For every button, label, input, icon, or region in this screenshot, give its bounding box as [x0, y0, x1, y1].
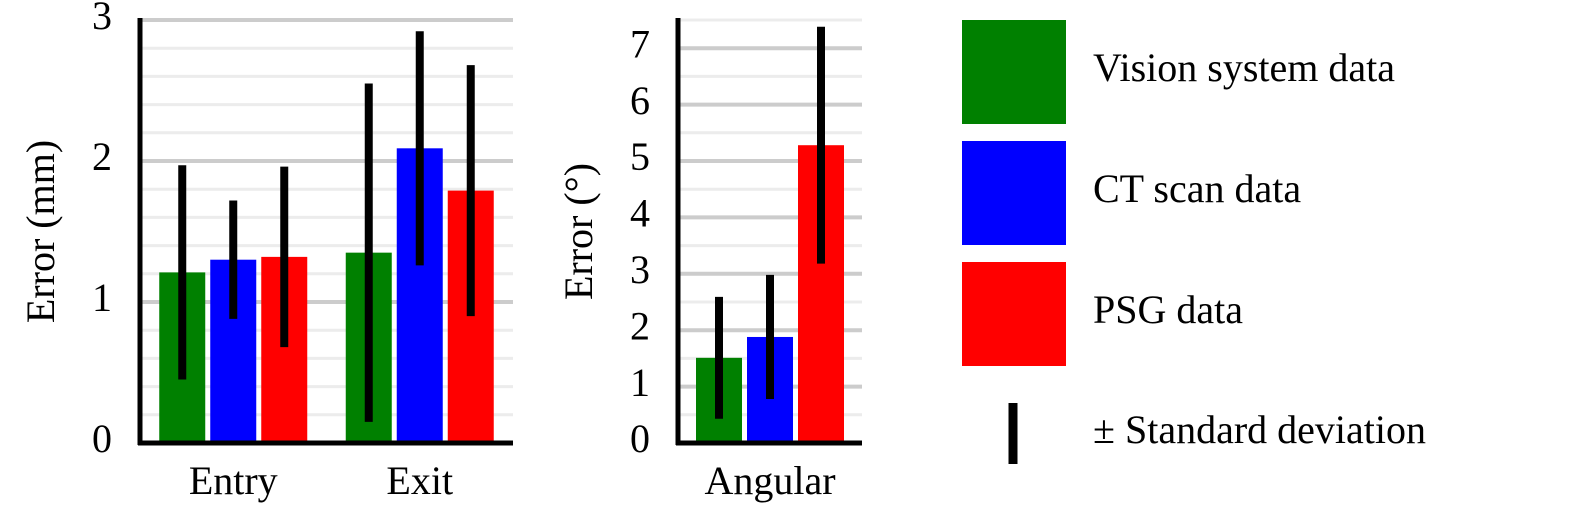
legend-label: Vision system data [1093, 45, 1395, 90]
legend-label: CT scan data [1093, 166, 1301, 211]
y-tick-label: 0 [630, 416, 650, 461]
y-tick-label: 7 [630, 21, 650, 66]
y-axis-label: Error (°) [556, 163, 601, 300]
y-tick-label: 2 [630, 303, 650, 348]
y-tick-label: 5 [630, 134, 650, 179]
y-tick-label: 1 [92, 275, 112, 320]
x-tick-label: Exit [386, 458, 453, 503]
legend-swatch [962, 20, 1066, 124]
y-tick-label: 4 [630, 191, 650, 236]
y-tick-label: 1 [630, 360, 650, 405]
x-tick-label: Entry [189, 458, 278, 503]
y-axis-label: Error (mm) [18, 140, 63, 323]
legend-label: PSG data [1093, 287, 1243, 332]
y-tick-label: 3 [92, 0, 112, 38]
legend-label: ± Standard deviation [1093, 407, 1426, 452]
x-tick-label: Angular [704, 458, 835, 503]
y-tick-label: 0 [92, 416, 112, 461]
legend-swatch [962, 141, 1066, 245]
y-tick-label: 3 [630, 247, 650, 292]
y-tick-label: 2 [92, 134, 112, 179]
legend-swatch [962, 262, 1066, 366]
y-tick-label: 6 [630, 78, 650, 123]
